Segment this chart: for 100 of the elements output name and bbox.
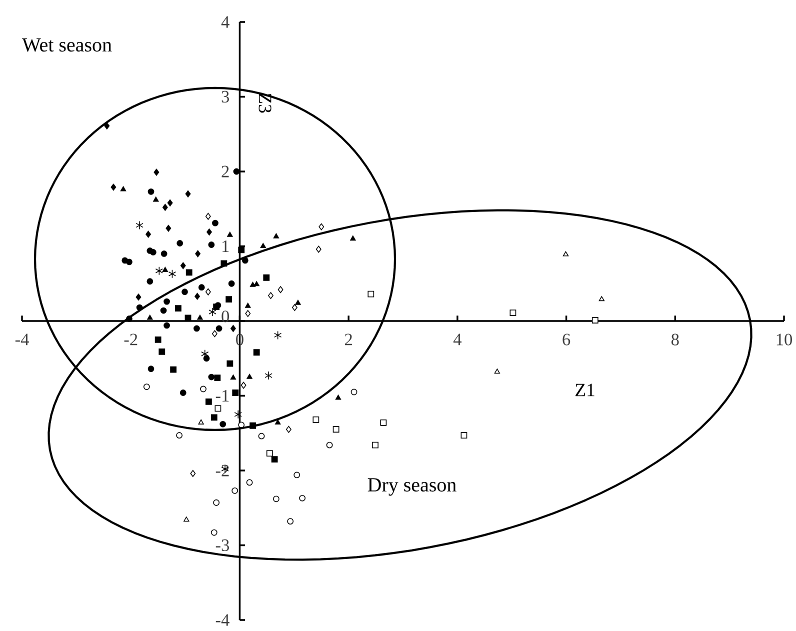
point [562,251,569,256]
point [234,410,242,419]
point [210,529,218,536]
point [246,479,253,486]
point [120,186,126,192]
point [372,442,378,448]
point [460,432,468,439]
point [158,348,166,355]
annotation: Dry season [368,478,456,496]
x-tick-label: -2 [124,334,138,346]
point [268,292,274,300]
point [176,240,184,246]
point [164,322,170,329]
point [232,487,238,494]
point [195,250,201,258]
point [271,456,278,462]
point [155,266,164,276]
point [206,398,212,405]
point [332,426,340,433]
point [286,426,292,433]
point [273,233,280,238]
point [170,366,177,373]
point [213,499,220,506]
point [148,366,154,372]
point [287,518,294,525]
point [180,390,186,396]
point [150,249,156,256]
point [318,223,324,230]
point [167,199,173,206]
point [154,168,160,176]
point [212,220,218,226]
point [200,386,206,392]
point [184,516,190,522]
point [175,305,182,312]
point [238,246,245,254]
x-axis-title: Z1 [576,384,594,396]
point [110,184,116,191]
y-tick-label: 2 [222,166,229,178]
y-tick-label: 1 [222,240,229,252]
point [162,266,168,272]
point [350,236,356,241]
point [190,470,196,477]
y-tick-label: -4 [216,614,230,626]
point [232,390,239,396]
point [208,374,215,380]
y-tick-label: 3 [222,90,229,103]
point [278,286,284,294]
y-axis-title: Z3 [258,94,272,113]
point [198,419,204,424]
point [208,242,215,248]
x-tick-label: 4 [453,334,462,346]
point [212,330,218,338]
point [143,384,150,390]
point [126,258,132,266]
point [294,472,300,478]
point [185,190,191,198]
point [146,278,154,285]
y-tick-label: -2 [216,464,229,476]
point [214,374,221,381]
point [266,450,273,456]
point [176,432,183,439]
point [205,212,211,220]
point [350,388,358,396]
x-tick-label: 6 [562,334,570,346]
point [312,416,320,423]
point [494,368,500,374]
point [198,284,205,291]
point [240,382,246,389]
point [245,310,251,317]
point [228,280,235,287]
point [194,292,200,300]
y-tick-label: -3 [216,539,229,552]
point [272,496,280,502]
point [164,298,170,305]
x-tick-label: 8 [671,334,679,346]
point [205,288,211,296]
point [264,371,272,380]
point [136,294,142,301]
point [263,274,270,281]
point [253,349,260,356]
point [245,302,251,308]
point [258,432,265,440]
point [104,122,110,130]
point [214,405,222,412]
point [208,308,216,316]
point [598,296,604,302]
point [368,290,374,298]
point [246,374,252,379]
point [146,230,151,238]
point [326,442,333,448]
point [206,228,212,236]
x-tick-label: -4 [15,334,29,346]
point [160,250,168,257]
point [295,300,301,305]
point [227,232,233,237]
point [510,310,516,316]
y-tick-label: -1 [216,390,229,402]
point [148,188,154,195]
point [180,262,186,270]
point [182,288,188,296]
